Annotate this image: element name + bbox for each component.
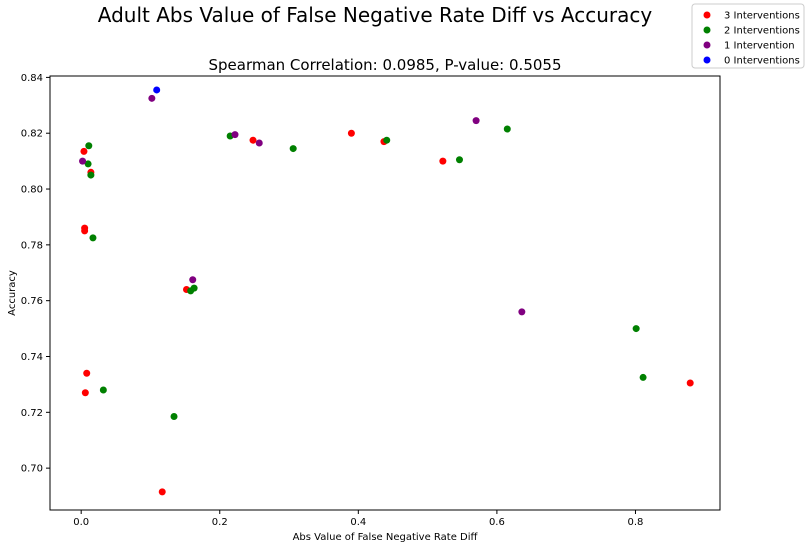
legend: 3 Interventions 2 Interventions 1 Interven… (691, 3, 805, 69)
chart-title: Adult Abs Value of False Negative Rate D… (98, 3, 653, 27)
data-points (79, 86, 694, 496)
legend-label: 0 Interventions (724, 56, 800, 67)
y-tick-label: 0.74 (21, 352, 43, 363)
data-point (249, 136, 257, 144)
data-point (255, 139, 263, 147)
data-point (85, 142, 93, 150)
legend-marker (703, 26, 711, 34)
chart-subtitle: Spearman Correlation: 0.0985, P-value: 0… (208, 56, 561, 74)
legend-label: 2 Interventions (724, 26, 800, 37)
legend-marker (703, 11, 711, 19)
legend-marker (703, 56, 711, 64)
data-point (81, 227, 89, 235)
data-point (686, 379, 694, 387)
data-point (472, 117, 480, 125)
x-tick-label: 0.6 (489, 517, 505, 528)
x-tick-label: 0.0 (73, 517, 89, 528)
y-tick-label: 0.72 (21, 408, 43, 419)
data-point (189, 276, 197, 284)
plot-area (49, 75, 721, 511)
y-tick-label: 0.82 (21, 129, 43, 140)
legend-label: 1 Intervention (724, 41, 795, 52)
data-point (383, 136, 391, 144)
data-point (503, 125, 511, 133)
data-point (632, 325, 640, 333)
y-tick-label: 0.78 (21, 240, 43, 251)
data-point (455, 156, 463, 164)
data-point (87, 171, 95, 179)
data-point (439, 157, 447, 165)
y-tick-label: 0.76 (21, 296, 43, 307)
data-point (639, 373, 647, 381)
data-point (80, 147, 88, 155)
y-tick-label: 0.70 (21, 464, 43, 475)
data-point (79, 157, 87, 165)
data-point (99, 386, 107, 394)
data-point (158, 488, 166, 496)
data-point (148, 94, 156, 102)
x-tick-label: 0.2 (212, 517, 228, 528)
legend-marker (703, 41, 711, 49)
data-point (89, 234, 97, 242)
data-point (231, 131, 239, 139)
legend-box (691, 3, 805, 69)
data-point (84, 160, 92, 168)
x-axis: 0.0 0.2 0.4 0.6 0.8 (73, 510, 643, 528)
x-tick-label: 0.8 (628, 517, 644, 528)
y-axis: 0.70 0.72 0.74 0.76 0.78 0.80 0.82 0.84 (21, 73, 50, 475)
data-point (518, 308, 526, 316)
y-axis-label: Accuracy (7, 270, 18, 316)
data-point (170, 413, 178, 421)
data-point (153, 86, 161, 94)
data-point (289, 145, 297, 153)
legend-label: 3 Interventions (724, 11, 800, 22)
x-axis-label: Abs Value of False Negative Rate Diff (293, 532, 479, 543)
data-point (347, 129, 355, 137)
x-tick-label: 0.4 (350, 517, 366, 528)
y-tick-label: 0.80 (21, 185, 43, 196)
data-point (190, 284, 198, 292)
y-tick-label: 0.84 (21, 73, 43, 84)
data-point (81, 389, 89, 397)
data-point (83, 369, 91, 377)
